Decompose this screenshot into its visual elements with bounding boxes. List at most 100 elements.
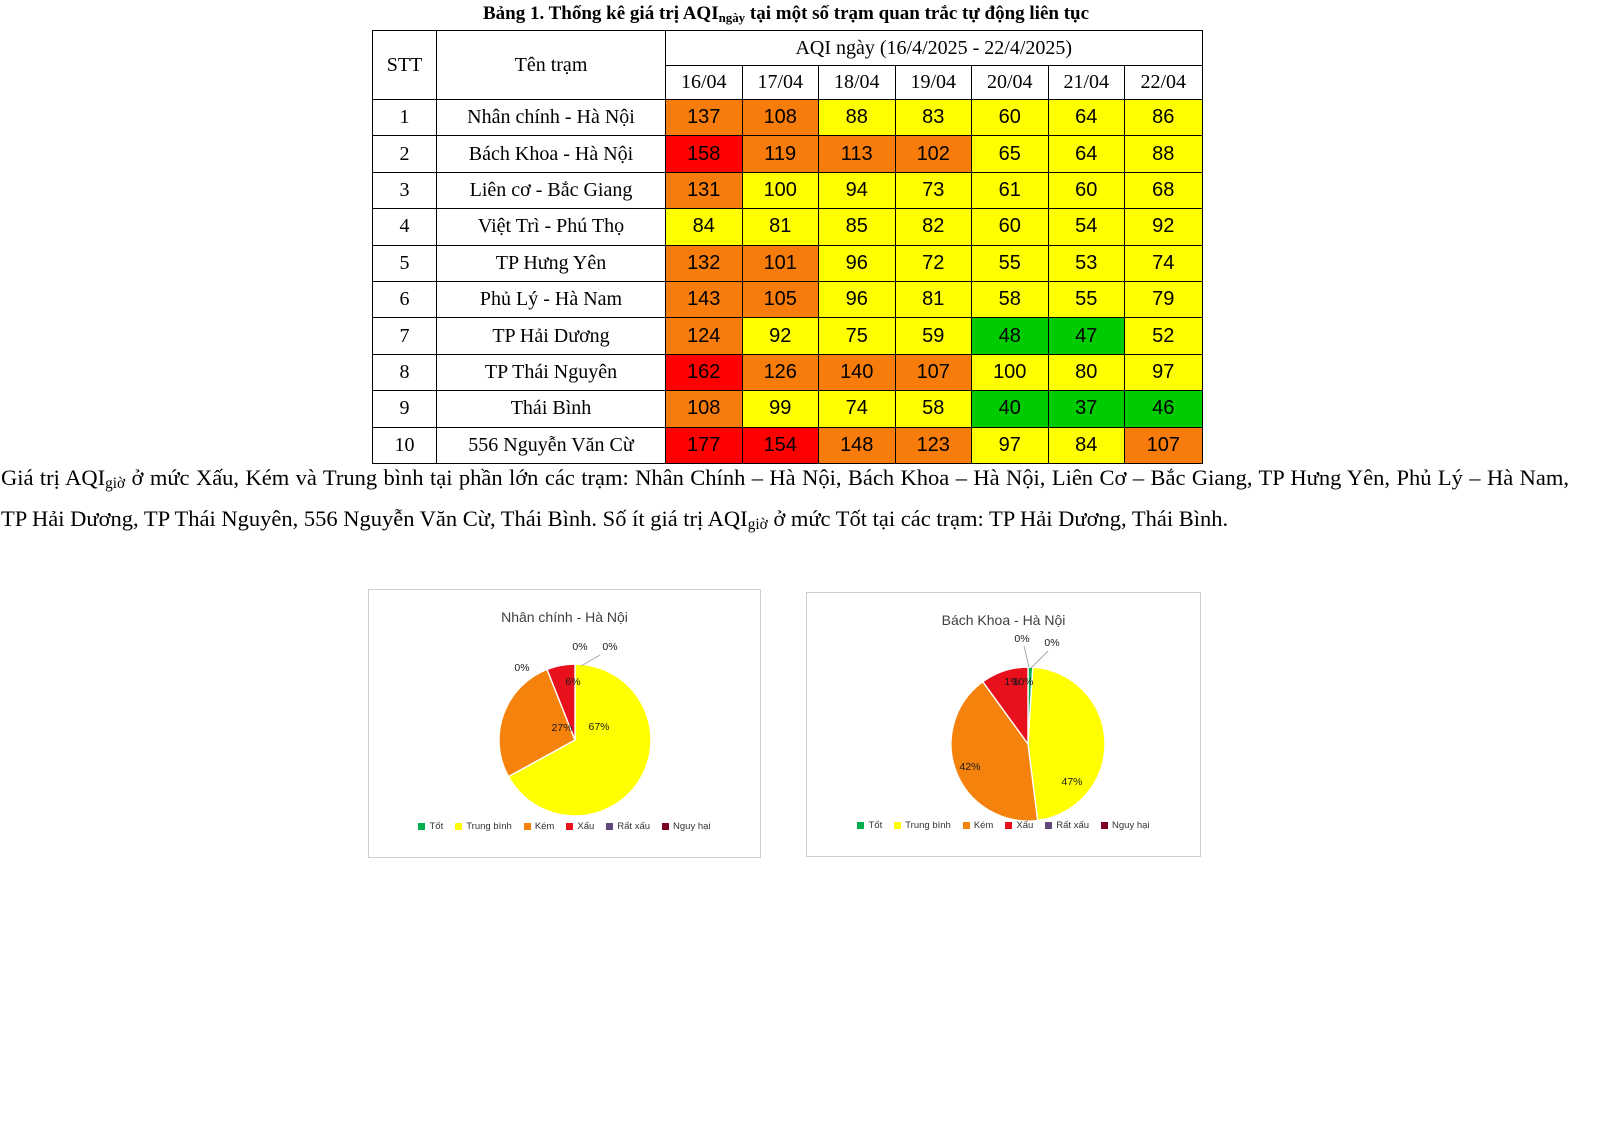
pie-slice-2 bbox=[950, 680, 1039, 822]
header-date-4: 20/04 bbox=[971, 65, 1049, 100]
cell-station: 556 Nguyễn Văn Cừ bbox=[436, 426, 666, 464]
chart-title: Bách Khoa - Hà Nội bbox=[941, 612, 1066, 628]
cell-aqi-value: 92 bbox=[741, 317, 819, 355]
cell-stt: 10 bbox=[372, 426, 437, 464]
summary-paragraph: Giá trị AQIgiờ ở mức Xấu, Kém và Trung b… bbox=[1, 461, 1569, 542]
cell-aqi-value: 81 bbox=[741, 208, 819, 246]
cell-stt: 7 bbox=[372, 317, 437, 355]
cell-aqi-value: 96 bbox=[818, 244, 896, 282]
legend-item-2: Kém bbox=[523, 821, 555, 832]
cell-aqi-value: 162 bbox=[665, 353, 743, 392]
table-row: 4 Việt Trì - Phú Thọ 84 81 85 82 60 54 92 bbox=[372, 208, 1203, 246]
cell-aqi-value: 54 bbox=[1047, 208, 1125, 246]
cell-aqi-value: 79 bbox=[1124, 280, 1203, 319]
text-run: ở mức Tốt tại các trạm: TP Hải Dương, Th… bbox=[767, 505, 1229, 531]
header-date-5: 21/04 bbox=[1047, 65, 1125, 100]
pie-percent-label: 42% bbox=[959, 761, 981, 773]
legend-swatch-icon bbox=[857, 822, 865, 829]
cell-aqi-value: 47 bbox=[1047, 317, 1125, 355]
pie-slice-3 bbox=[546, 663, 576, 741]
cell-aqi-value: 105 bbox=[741, 280, 819, 319]
cell-aqi-value: 58 bbox=[894, 390, 972, 428]
cell-aqi-value: 100 bbox=[741, 171, 819, 210]
cell-aqi-value: 137 bbox=[665, 98, 743, 137]
pie-chart bbox=[498, 654, 652, 817]
legend-swatch-icon bbox=[418, 823, 426, 830]
pie-percent-label: 6% bbox=[565, 676, 581, 688]
chart-legend: Tốt Trung bình Kém Xấu Rất xấu Nguy hại bbox=[807, 820, 1200, 831]
cell-aqi-value: 97 bbox=[971, 426, 1049, 464]
cell-stt: 8 bbox=[372, 353, 437, 392]
table-title: Bảng 1. Thống kê giá trị AQIngày tại một… bbox=[372, 3, 1200, 26]
table-row: 7 TP Hải Dương 124 92 75 59 48 47 52 bbox=[372, 317, 1203, 355]
legend-swatch-icon bbox=[455, 823, 463, 830]
label-leader-line bbox=[1030, 650, 1049, 669]
cell-aqi-value: 126 bbox=[741, 353, 819, 392]
legend-label: Xấu bbox=[577, 821, 595, 832]
header-stt: STT bbox=[372, 30, 437, 100]
cell-aqi-value: 60 bbox=[1047, 171, 1125, 210]
legend-swatch-icon bbox=[662, 823, 670, 830]
legend-label: Trung bình bbox=[466, 821, 512, 832]
cell-aqi-value: 83 bbox=[894, 98, 972, 137]
legend-label: Trung bình bbox=[905, 820, 951, 831]
pie-percent-label: 67% bbox=[588, 721, 610, 733]
table-row: 1 Nhân chính - Hà Nội 137 108 88 83 60 64 86 bbox=[372, 98, 1203, 137]
cell-aqi-value: 143 bbox=[665, 280, 743, 319]
header-station: Tên trạm bbox=[436, 30, 666, 100]
table-row: 3 Liên cơ - Bắc Giang 131 100 94 73 61 60 68 bbox=[372, 171, 1203, 210]
cell-aqi-value: 72 bbox=[894, 244, 972, 282]
legend-item-3: Xấu bbox=[566, 821, 594, 832]
cell-aqi-value: 55 bbox=[971, 244, 1049, 282]
pie-chart bbox=[950, 645, 1106, 822]
legend-label: Kém bbox=[534, 821, 555, 832]
cell-aqi-value: 102 bbox=[894, 135, 972, 173]
cell-station: Bách Khoa - Hà Nội bbox=[436, 135, 666, 173]
table-row: 6 Phủ Lý - Hà Nam 143 105 96 81 58 55 79 bbox=[372, 280, 1203, 319]
legend-swatch-icon bbox=[566, 823, 574, 830]
cell-stt: 3 bbox=[372, 171, 437, 210]
table-row: 10 556 Nguyễn Văn Cừ 177 154 148 123 97 84 107 bbox=[372, 426, 1203, 464]
legend-label: Tốt bbox=[429, 821, 444, 832]
cell-aqi-value: 119 bbox=[741, 135, 819, 173]
legend-item-5: Nguy hại bbox=[1101, 820, 1150, 831]
legend-swatch-icon bbox=[1005, 822, 1013, 829]
cell-aqi-value: 113 bbox=[818, 135, 896, 173]
cell-aqi-value: 140 bbox=[818, 353, 896, 392]
legend-swatch-icon bbox=[606, 823, 614, 830]
cell-stt: 4 bbox=[372, 208, 437, 246]
cell-aqi-value: 99 bbox=[741, 390, 819, 428]
cell-aqi-value: 96 bbox=[818, 280, 896, 319]
header-date-1: 17/04 bbox=[741, 65, 819, 100]
cell-aqi-value: 40 bbox=[971, 390, 1049, 428]
cell-aqi-value: 124 bbox=[665, 317, 743, 355]
table-row: 5 TP Hưng Yên 132 101 96 72 55 53 74 bbox=[372, 244, 1203, 282]
cell-aqi-value: 132 bbox=[665, 244, 743, 282]
cell-aqi-value: 84 bbox=[665, 208, 743, 246]
pie-percent-label: 10% bbox=[1012, 676, 1034, 688]
legend-item-2: Kém bbox=[962, 820, 993, 831]
cell-aqi-value: 84 bbox=[1047, 426, 1125, 464]
header-date-0: 16/04 bbox=[665, 65, 743, 100]
cell-aqi-value: 74 bbox=[1124, 244, 1203, 282]
table-row: 8 TP Thái Nguyên 162 126 140 107 100 80 97 bbox=[372, 353, 1203, 392]
cell-aqi-value: 48 bbox=[971, 317, 1049, 355]
cell-aqi-value: 60 bbox=[971, 98, 1049, 137]
cell-aqi-value: 64 bbox=[1047, 98, 1125, 137]
pie-slice-1 bbox=[507, 663, 652, 817]
cell-aqi-value: 94 bbox=[818, 171, 896, 210]
cell-aqi-value: 158 bbox=[665, 135, 743, 173]
header-date-6: 22/04 bbox=[1124, 65, 1203, 100]
legend-item-4: Rất xấu bbox=[606, 821, 650, 832]
cell-aqi-value: 46 bbox=[1124, 390, 1203, 428]
cell-aqi-value: 59 bbox=[894, 317, 972, 355]
cell-aqi-value: 154 bbox=[741, 426, 819, 464]
pie-percent-label: 0% bbox=[1014, 633, 1030, 645]
legend-item-5: Nguy hại bbox=[662, 821, 711, 832]
table-row: 9 Thái Bình 108 99 74 58 40 37 46 bbox=[372, 390, 1203, 428]
legend-item-3: Xấu bbox=[1005, 820, 1033, 831]
cell-aqi-value: 52 bbox=[1124, 317, 1203, 355]
pie-slice-2 bbox=[498, 668, 576, 778]
cell-station: Liên cơ - Bắc Giang bbox=[436, 171, 666, 210]
cell-stt: 6 bbox=[372, 280, 437, 319]
